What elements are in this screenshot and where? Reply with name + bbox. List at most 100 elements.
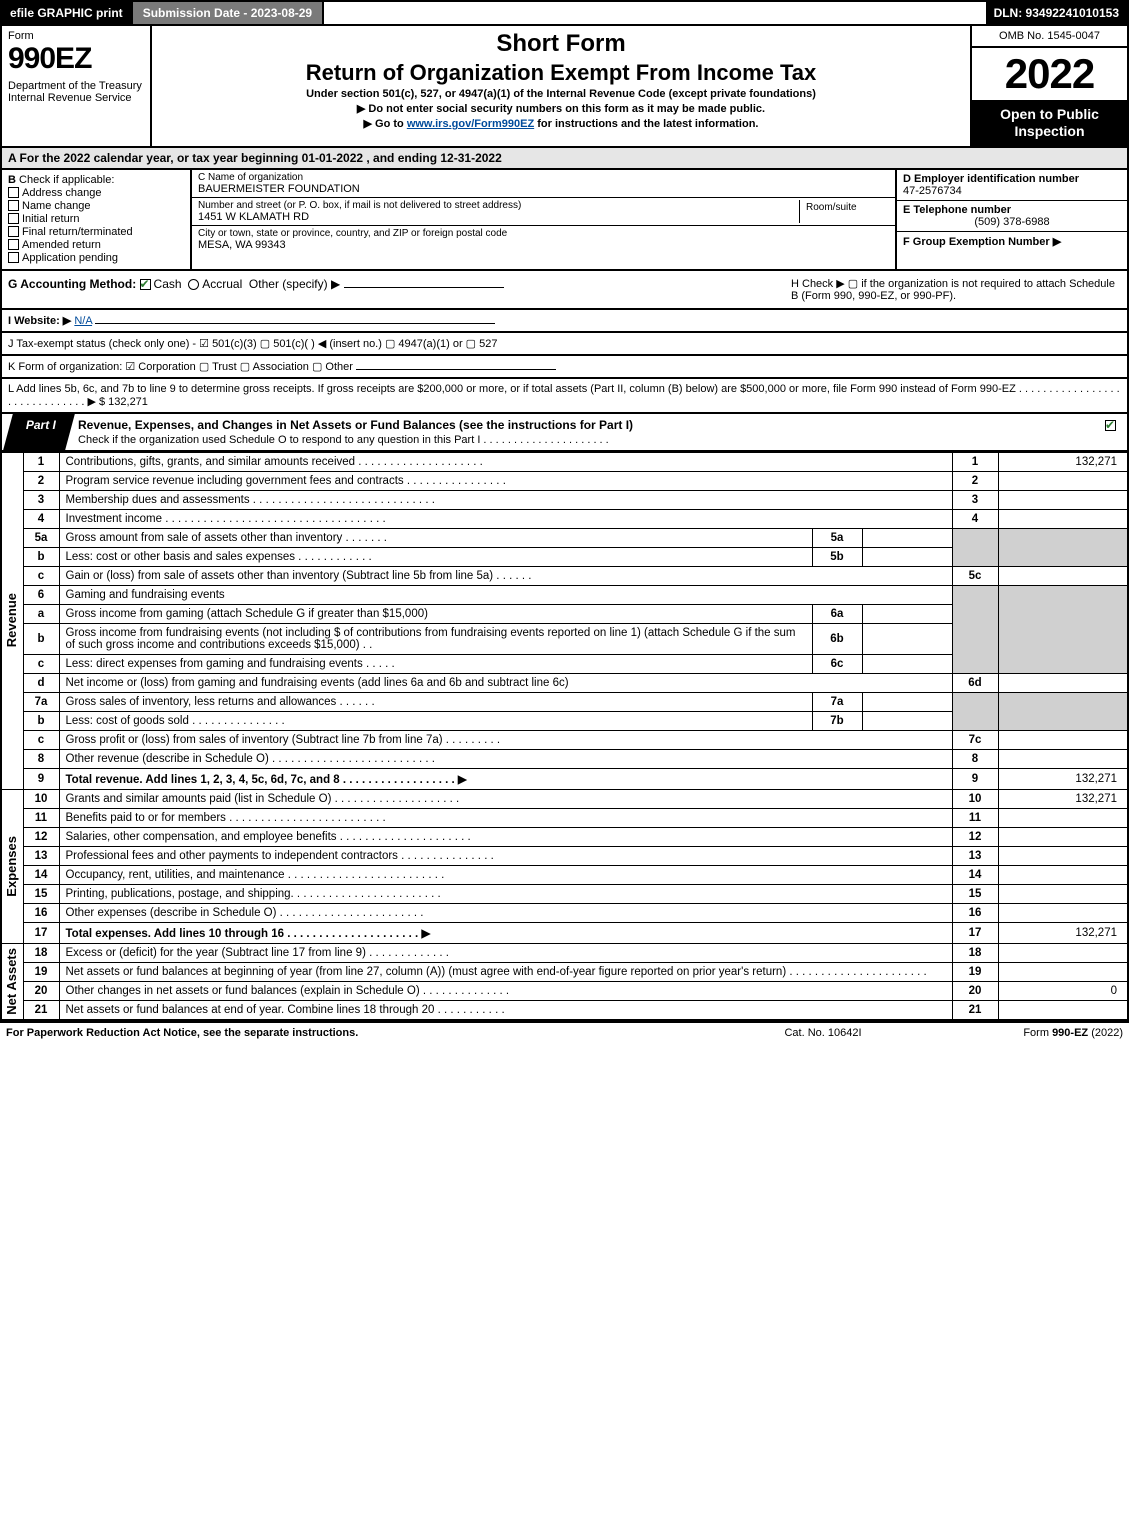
efile-label[interactable]: efile GRAPHIC print	[2, 2, 133, 24]
form-subtitle-2: ▶ Do not enter social security numbers o…	[357, 102, 765, 115]
line-1: Revenue 1 Contributions, gifts, grants, …	[1, 452, 1128, 471]
l7c-num: c	[23, 730, 59, 749]
l6b-ib: 6b	[812, 623, 862, 654]
l6a-desc: Gross income from gaming (attach Schedul…	[59, 604, 812, 623]
phone-label: E Telephone number	[903, 204, 1011, 216]
l4-box: 4	[952, 509, 998, 528]
chk-final-return[interactable]: Final return/terminated	[8, 226, 184, 238]
l3-box: 3	[952, 490, 998, 509]
l12-desc: Salaries, other compensation, and employ…	[59, 827, 952, 846]
l19-num: 19	[23, 962, 59, 981]
l16-amt	[998, 903, 1128, 922]
vlabel-expenses: Expenses	[1, 789, 23, 943]
l15-box: 15	[952, 884, 998, 903]
part-1-title: Revenue, Expenses, and Changes in Net As…	[78, 418, 633, 432]
line-17: 17Total expenses. Add lines 10 through 1…	[1, 922, 1128, 943]
l2-num: 2	[23, 471, 59, 490]
chk-cash[interactable]	[140, 279, 151, 290]
l7b-iamt	[862, 711, 952, 730]
footer-cat-no: Cat. No. 10642I	[723, 1027, 923, 1039]
chk-initial-return[interactable]: Initial return	[8, 213, 184, 225]
l6c-desc: Less: direct expenses from gaming and fu…	[59, 654, 812, 673]
chk-address-change[interactable]: Address change	[8, 187, 184, 199]
header-right-col: OMB No. 1545-0047 2022 Open to Public In…	[972, 26, 1127, 146]
l3-amt	[998, 490, 1128, 509]
street-label: Number and street (or P. O. box, if mail…	[198, 200, 799, 211]
dept-label: Department of the Treasury Internal Reve…	[8, 80, 144, 104]
l6a-ib: 6a	[812, 604, 862, 623]
l5a-ib: 5a	[812, 528, 862, 547]
chk-name-change[interactable]: Name change	[8, 200, 184, 212]
k-other-input[interactable]	[356, 369, 556, 370]
l16-box: 16	[952, 903, 998, 922]
l14-box: 14	[952, 865, 998, 884]
l7a-ib: 7a	[812, 692, 862, 711]
part-1-tag: Part I	[3, 414, 75, 450]
phone-value: (509) 378-6988	[903, 216, 1121, 228]
l21-desc: Net assets or fund balances at end of ye…	[59, 1000, 952, 1020]
vlabel-expenses-text: Expenses	[2, 836, 21, 897]
l17-amt: 132,271	[998, 922, 1128, 943]
l8-num: 8	[23, 749, 59, 768]
l5ab-shade-amt	[998, 528, 1128, 566]
line-19: 19Net assets or fund balances at beginni…	[1, 962, 1128, 981]
g-other-label: Other (specify) ▶	[249, 277, 340, 291]
l3-num: 3	[23, 490, 59, 509]
l20-num: 20	[23, 981, 59, 1000]
l9-amt: 132,271	[998, 768, 1128, 789]
tax-year: 2022	[972, 48, 1127, 100]
l17-desc: Total expenses. Add lines 10 through 16 …	[59, 922, 952, 943]
open-to-public: Open to Public Inspection	[972, 100, 1127, 146]
l11-desc: Benefits paid to or for members . . . . …	[59, 808, 952, 827]
l21-box: 21	[952, 1000, 998, 1020]
l4-num: 4	[23, 509, 59, 528]
l6d-box: 6d	[952, 673, 998, 692]
l14-desc: Occupancy, rent, utilities, and maintena…	[59, 865, 952, 884]
l21-num: 21	[23, 1000, 59, 1020]
l14-num: 14	[23, 865, 59, 884]
line-21: 21Net assets or fund balances at end of …	[1, 1000, 1128, 1020]
l7c-desc: Gross profit or (loss) from sales of inv…	[59, 730, 952, 749]
l12-box: 12	[952, 827, 998, 846]
l15-desc: Printing, publications, postage, and shi…	[59, 884, 952, 903]
l17-num: 17	[23, 922, 59, 943]
section-g-h: G Accounting Method: Cash Accrual Other …	[0, 271, 1129, 310]
l5a-num: 5a	[23, 528, 59, 547]
l-amount: 132,271	[108, 396, 148, 408]
g-cash-label: Cash	[154, 277, 182, 291]
l6a-num: a	[23, 604, 59, 623]
vlabel-netassets-text: Net Assets	[2, 948, 21, 1015]
group-exemption-label: F Group Exemption Number ▶	[903, 236, 1061, 248]
l6d-amt	[998, 673, 1128, 692]
l6b-num: b	[23, 623, 59, 654]
footer-right: Form 990-EZ (2022)	[923, 1027, 1123, 1039]
l17-box: 17	[952, 922, 998, 943]
section-k: K Form of organization: ☑ Corporation ▢ …	[0, 356, 1129, 379]
submission-date: Submission Date - 2023-08-29	[133, 2, 324, 24]
part-1-desc: Revenue, Expenses, and Changes in Net As…	[70, 414, 1097, 450]
footer-left: For Paperwork Reduction Act Notice, see …	[6, 1027, 723, 1039]
l6-shade-amt	[998, 585, 1128, 673]
footer-right-pre: Form	[1023, 1027, 1052, 1039]
l1-box: 1	[952, 452, 998, 471]
sub3-pre: ▶ Go to	[364, 118, 407, 130]
irs-link[interactable]: www.irs.gov/Form990EZ	[407, 118, 534, 130]
chk-amended-return[interactable]: Amended return	[8, 239, 184, 251]
part-1-checkbox[interactable]	[1097, 414, 1127, 450]
l19-desc: Net assets or fund balances at beginning…	[59, 962, 952, 981]
section-l: L Add lines 5b, 6c, and 7b to line 9 to …	[0, 379, 1129, 414]
room-suite: Room/suite	[799, 200, 889, 223]
l5a-desc: Gross amount from sale of assets other t…	[59, 528, 812, 547]
l7b-num: b	[23, 711, 59, 730]
g-other-input[interactable]	[344, 287, 504, 288]
omb-number: OMB No. 1545-0047	[972, 26, 1127, 48]
section-b-text: Check if applicable:	[19, 174, 114, 186]
section-h: H Check ▶ ▢ if the organization is not r…	[791, 277, 1121, 302]
section-j: J Tax-exempt status (check only one) - ☑…	[0, 333, 1129, 356]
chk-accrual[interactable]	[188, 279, 199, 290]
website-link[interactable]: N/A	[74, 315, 92, 327]
chk-application-pending[interactable]: Application pending	[8, 252, 184, 264]
l2-amt	[998, 471, 1128, 490]
l5b-desc: Less: cost or other basis and sales expe…	[59, 547, 812, 566]
form-title-1: Short Form	[496, 30, 625, 58]
